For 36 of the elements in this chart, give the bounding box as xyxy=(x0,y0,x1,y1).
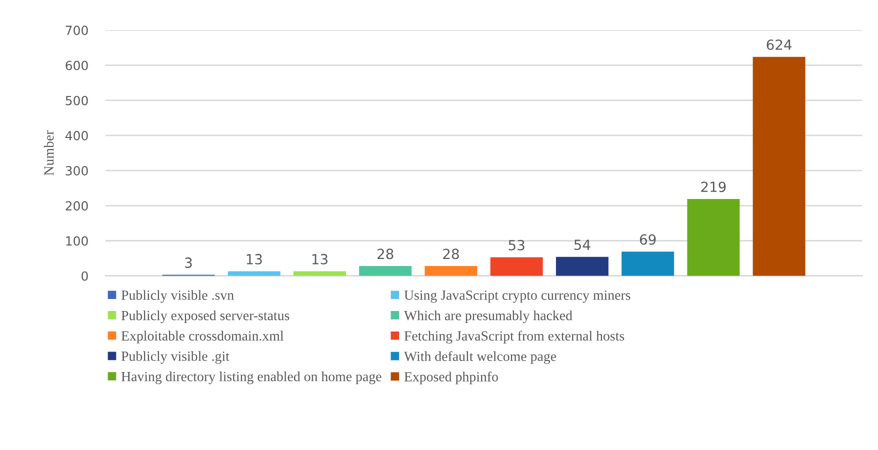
y-tick-label: 200 xyxy=(66,201,88,211)
legend-label: Exploitable crossdomain.xml xyxy=(121,330,284,344)
bar xyxy=(359,266,412,276)
data-label: 13 xyxy=(312,254,328,264)
bar xyxy=(622,252,674,276)
legend-label: Publicly visible .git xyxy=(121,351,230,364)
legend-label: Having directory listing enabled on home page xyxy=(121,371,382,384)
legend-label: Exposed phpinfo xyxy=(404,372,498,384)
bar xyxy=(490,257,543,276)
y-axis-title: Number xyxy=(44,130,54,176)
data-label: 13 xyxy=(246,254,262,264)
y-tick-label: 700 xyxy=(66,26,88,36)
bar xyxy=(752,56,806,276)
bar xyxy=(556,256,608,276)
y-tick-label: 500 xyxy=(66,96,88,106)
y-tick-label: 600 xyxy=(66,60,88,70)
legend-label: Using JavaScript crypto currency miners xyxy=(404,290,630,303)
y-tick-label: 300 xyxy=(66,166,88,176)
legend-label: Publicly exposed server-status xyxy=(121,310,290,324)
data-label: 624 xyxy=(766,39,792,50)
data-label: 28 xyxy=(443,248,459,260)
data-label: 3 xyxy=(185,257,192,268)
data-label: 53 xyxy=(508,240,524,250)
y-tick-label: 100 xyxy=(66,236,88,246)
legend-label: Which are presumably hacked xyxy=(404,310,572,324)
data-label: 69 xyxy=(640,234,656,245)
legend-label: With default welcome page xyxy=(404,351,556,364)
legend-label: Fetching JavaScript from external hosts xyxy=(404,330,624,344)
data-label: 54 xyxy=(574,240,590,250)
bar xyxy=(687,198,740,276)
y-tick-label: 0 xyxy=(82,271,88,281)
data-label: 28 xyxy=(378,248,394,260)
bar xyxy=(424,266,478,276)
data-label: 219 xyxy=(701,182,726,192)
y-tick-label: 400 xyxy=(65,130,88,140)
legend-label: Publicly visible .svn xyxy=(121,290,234,303)
